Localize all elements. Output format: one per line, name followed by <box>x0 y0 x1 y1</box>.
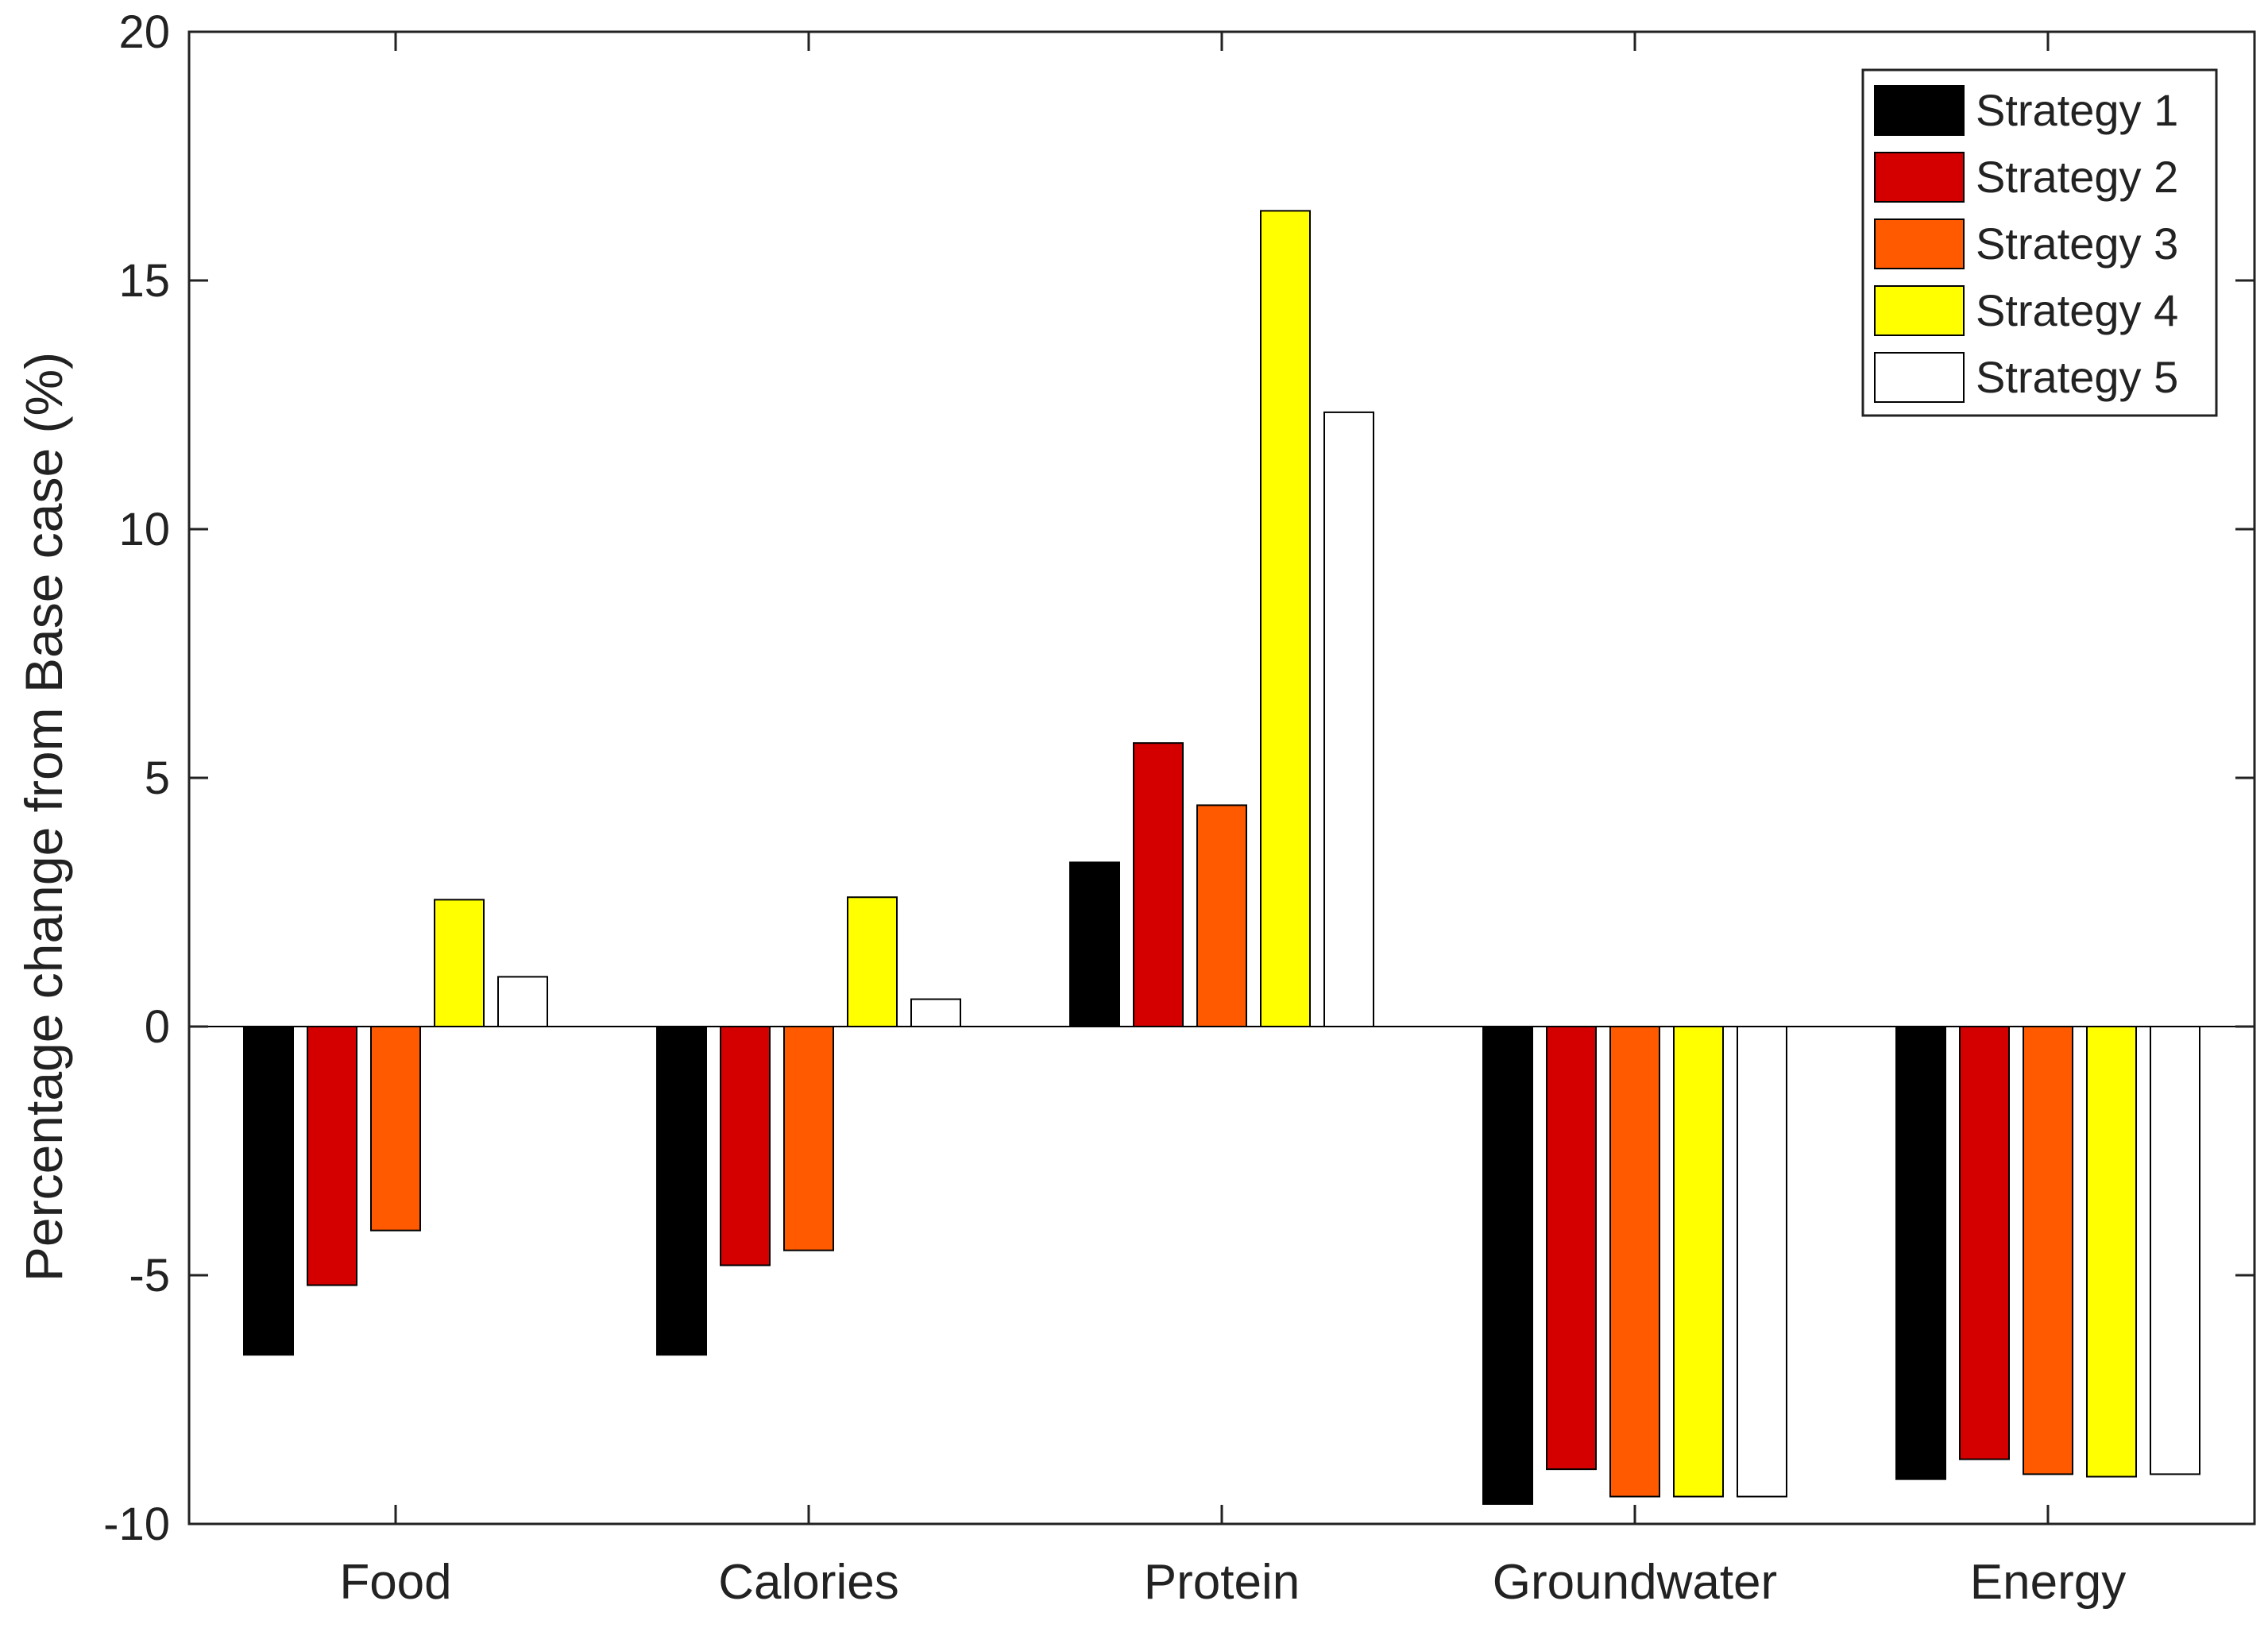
x-category-label: Calories <box>718 1555 898 1610</box>
bar-energy-strategy-5 <box>2150 1027 2200 1474</box>
y-tick-label: -10 <box>103 1498 170 1550</box>
y-tick-label: 0 <box>145 1001 170 1053</box>
x-category-label: Energy <box>1970 1555 2126 1610</box>
legend-label-strategy-4: Strategy 4 <box>1976 285 2178 335</box>
y-tick-label: 15 <box>118 255 170 307</box>
bar-energy-strategy-4 <box>2087 1027 2136 1477</box>
bar-calories-strategy-2 <box>721 1027 770 1265</box>
bar-protein-strategy-3 <box>1197 805 1246 1027</box>
bar-groundwater-strategy-3 <box>1610 1027 1659 1497</box>
y-tick-label: 20 <box>118 6 170 58</box>
bar-calories-strategy-5 <box>911 1000 960 1027</box>
bar-groundwater-strategy-2 <box>1547 1027 1596 1469</box>
legend-swatch-strategy-2 <box>1875 153 1964 202</box>
bar-food-strategy-1 <box>244 1027 293 1355</box>
bar-groundwater-strategy-4 <box>1674 1027 1723 1497</box>
bar-calories-strategy-3 <box>784 1027 833 1251</box>
bar-groundwater-strategy-5 <box>1737 1027 1787 1497</box>
bar-food-strategy-2 <box>307 1027 357 1286</box>
bar-protein-strategy-5 <box>1324 412 1374 1027</box>
x-category-label: Food <box>339 1555 451 1610</box>
bar-food-strategy-5 <box>498 976 547 1027</box>
y-axis-title: Percentage change from Base case (%) <box>14 352 73 1282</box>
bar-food-strategy-3 <box>371 1027 420 1231</box>
bar-protein-strategy-4 <box>1261 211 1310 1027</box>
bar-protein-strategy-1 <box>1070 862 1119 1027</box>
x-category-label: Groundwater <box>1493 1555 1777 1610</box>
bar-chart: -10 -5 0 5 10 15 20 Food Calories Protein Groundwa… <box>0 0 2268 1628</box>
legend-label-strategy-1: Strategy 1 <box>1976 85 2178 135</box>
bar-calories-strategy-1 <box>657 1027 706 1355</box>
x-category-label: Protein <box>1144 1555 1300 1610</box>
bar-energy-strategy-3 <box>2023 1027 2073 1474</box>
bar-protein-strategy-2 <box>1134 743 1183 1027</box>
bar-energy-strategy-1 <box>1896 1027 1945 1479</box>
legend-label-strategy-3: Strategy 3 <box>1976 218 2178 269</box>
legend-swatch-strategy-3 <box>1875 219 1964 269</box>
y-tick-label: -5 <box>129 1250 170 1301</box>
legend: Strategy 1 Strategy 2 Strategy 3 Strategy 4… <box>1863 70 2216 416</box>
bar-groundwater-strategy-1 <box>1483 1027 1532 1504</box>
legend-label-strategy-2: Strategy 2 <box>1976 152 2178 202</box>
bar-energy-strategy-2 <box>1960 1027 2009 1460</box>
legend-swatch-strategy-5 <box>1875 353 1964 402</box>
legend-swatch-strategy-4 <box>1875 286 1964 335</box>
bar-food-strategy-4 <box>435 899 484 1027</box>
bar-calories-strategy-4 <box>848 897 897 1027</box>
legend-label-strategy-5: Strategy 5 <box>1976 352 2178 402</box>
y-tick-label: 5 <box>145 752 170 804</box>
y-tick-label: 10 <box>118 504 170 555</box>
legend-swatch-strategy-1 <box>1875 86 1964 135</box>
